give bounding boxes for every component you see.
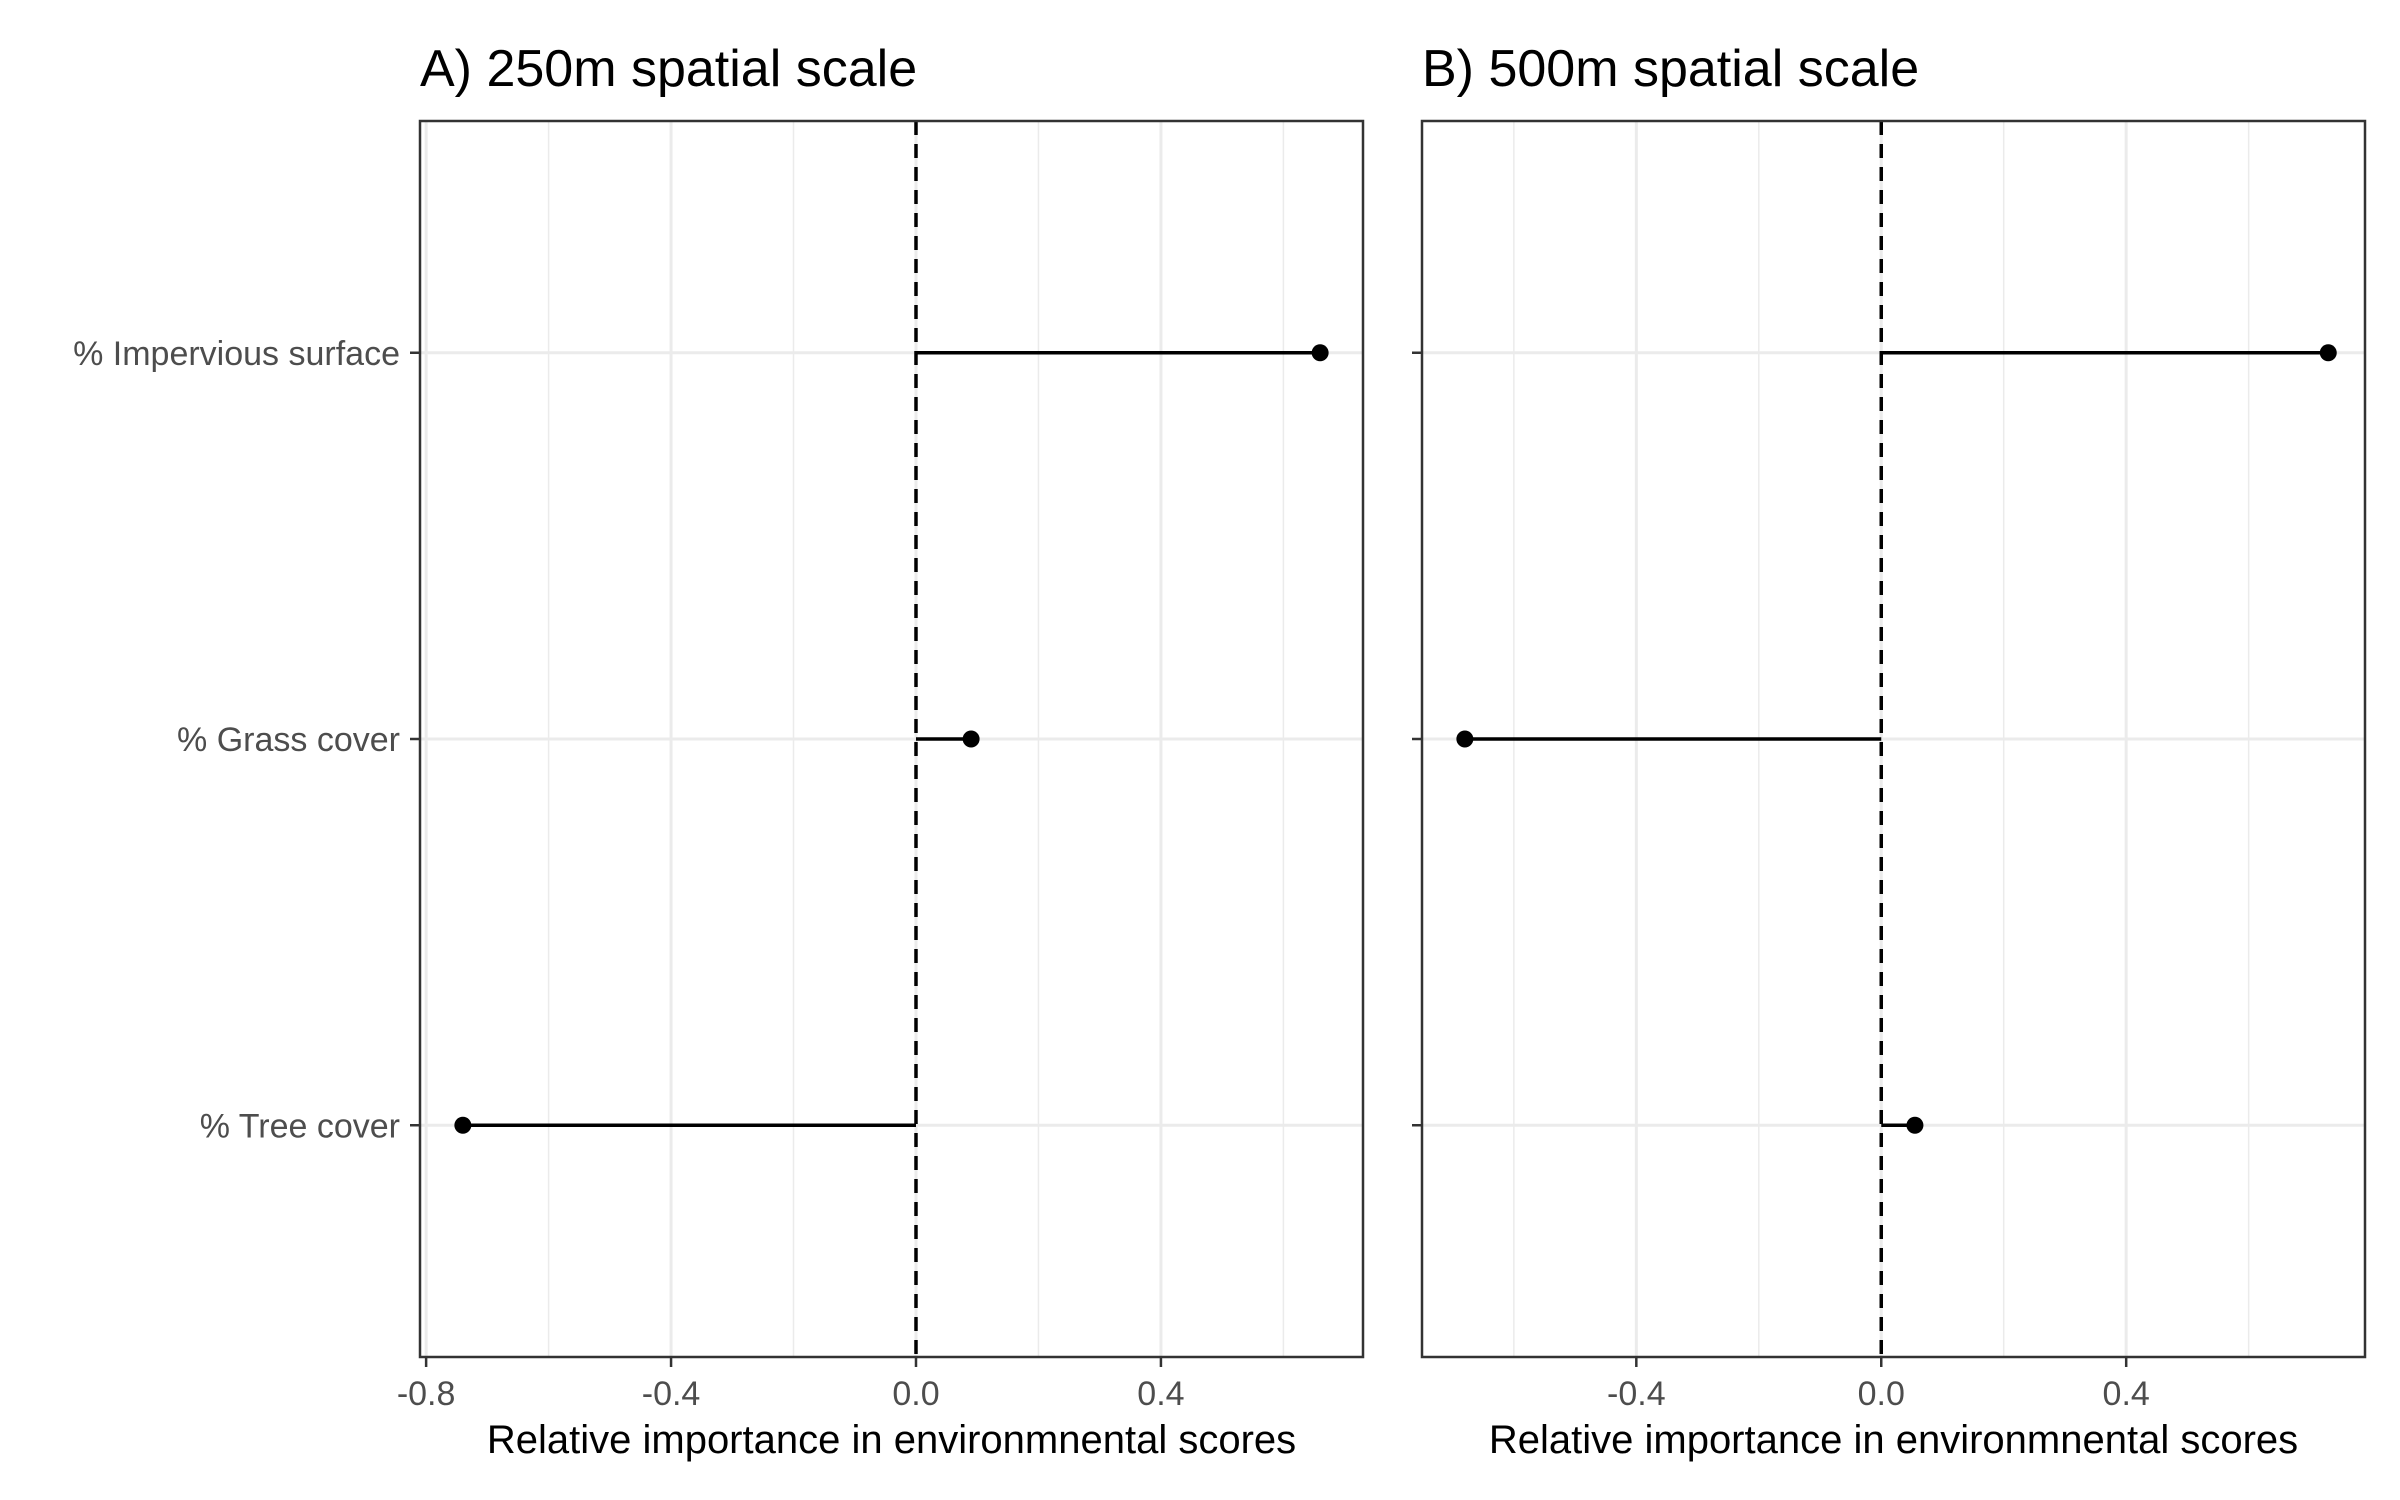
- category-label: % Tree cover: [200, 1107, 400, 1145]
- category-label: % Impervious surface: [73, 335, 400, 373]
- category-label: % Grass cover: [177, 721, 400, 759]
- x-tick-label: 0.4: [1137, 1375, 1184, 1413]
- x-tick-label: 0.4: [2103, 1375, 2150, 1413]
- x-tick-label: -0.4: [642, 1375, 701, 1413]
- data-point: [1906, 1116, 1924, 1134]
- x-axis-title: Relative importance in environmnental sc…: [487, 1418, 1296, 1462]
- x-axis-title: Relative importance in environmnental sc…: [1489, 1418, 2298, 1462]
- panel-title: A) 250m spatial scale: [420, 40, 917, 98]
- x-tick-label: -0.8: [397, 1375, 456, 1413]
- data-point: [1311, 344, 1329, 362]
- panel-title: B) 500m spatial scale: [1422, 40, 1919, 98]
- x-tick-label: 0.0: [892, 1375, 939, 1413]
- x-tick-label: -0.4: [1607, 1375, 1666, 1413]
- x-tick-label: 0.0: [1858, 1375, 1905, 1413]
- data-point: [1456, 730, 1474, 748]
- data-point: [454, 1116, 472, 1134]
- data-point: [962, 730, 980, 748]
- data-point: [2319, 344, 2337, 362]
